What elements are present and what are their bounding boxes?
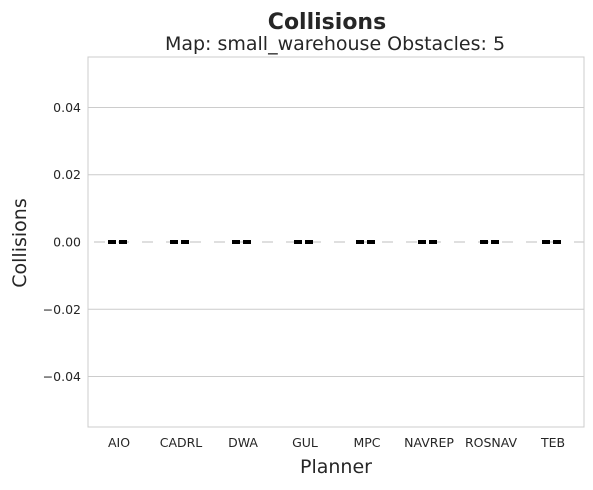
y-tick-label: 0.02 [53, 167, 81, 182]
y-tick-label: −0.02 [43, 302, 81, 317]
grid-lines [88, 106, 584, 378]
x-tick-labels: AIO CADRL DWA GUL MPC NAVREP ROSNAV TEB [108, 435, 565, 450]
chart-subtitle: Map: small_warehouse Obstacles: 5 [165, 33, 505, 55]
y-tick-label: −0.04 [43, 369, 81, 384]
x-tick-label: MPC [353, 435, 380, 450]
x-tick-label: CADRL [160, 435, 203, 450]
x-tick-label: NAVREP [404, 435, 454, 450]
x-tick-label: AIO [108, 435, 130, 450]
x-tick-label: GUL [292, 435, 318, 450]
y-tick-label: 0.04 [53, 100, 81, 115]
y-tick-label: 0.00 [53, 235, 81, 250]
y-tick-labels: −0.04 −0.02 0.00 0.02 0.04 [43, 100, 81, 384]
x-axis-label: Planner [300, 456, 372, 478]
x-tick-label: ROSNAV [465, 435, 518, 450]
y-axis-label: Collisions [9, 198, 31, 287]
x-tick-label: DWA [228, 435, 258, 450]
chart-title: Collisions [268, 10, 386, 35]
plot-frame [87, 56, 585, 428]
x-tick-label: TEB [540, 435, 565, 450]
